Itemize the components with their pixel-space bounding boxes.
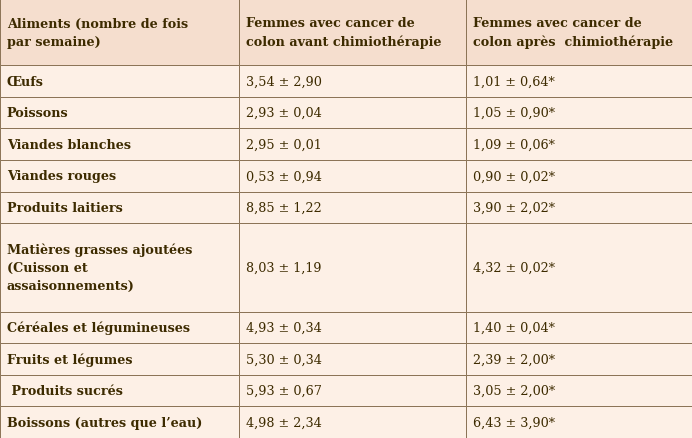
Text: 0,90 ± 0,02*: 0,90 ± 0,02*: [473, 170, 554, 183]
Text: 3,54 ± 2,90: 3,54 ± 2,90: [246, 75, 322, 88]
Text: 3,05 ± 2,00*: 3,05 ± 2,00*: [473, 384, 555, 397]
Text: Aliments (nombre de fois
par semaine): Aliments (nombre de fois par semaine): [7, 18, 188, 49]
Text: 4,93 ± 0,34: 4,93 ± 0,34: [246, 321, 321, 334]
Bar: [239, 129, 466, 161]
Bar: [466, 161, 692, 192]
Bar: [0, 0, 239, 66]
Bar: [239, 98, 466, 129]
Text: 8,03 ± 1,19: 8,03 ± 1,19: [246, 261, 321, 274]
Bar: [466, 224, 692, 312]
Bar: [466, 312, 692, 343]
Bar: [466, 129, 692, 161]
Text: Fruits et légumes: Fruits et légumes: [7, 353, 132, 366]
Bar: [0, 312, 239, 343]
Bar: [239, 343, 466, 375]
Bar: [466, 375, 692, 406]
Bar: [0, 224, 239, 312]
Text: Viandes blanches: Viandes blanches: [7, 138, 131, 152]
Text: Boissons (autres que l’eau): Boissons (autres que l’eau): [7, 416, 202, 429]
Text: 1,05 ± 0,90*: 1,05 ± 0,90*: [473, 107, 554, 120]
Bar: [239, 66, 466, 98]
Text: 2,93 ± 0,04: 2,93 ± 0,04: [246, 107, 321, 120]
Bar: [0, 129, 239, 161]
Text: Matières grasses ajoutées
(Cuisson et
assaisonnements): Matières grasses ajoutées (Cuisson et as…: [7, 243, 192, 293]
Text: 1,01 ± 0,64*: 1,01 ± 0,64*: [473, 75, 554, 88]
Text: 1,40 ± 0,04*: 1,40 ± 0,04*: [473, 321, 554, 334]
Text: Femmes avec cancer de
colon après  chimiothérapie: Femmes avec cancer de colon après chimio…: [473, 17, 673, 49]
Text: Produits sucrés: Produits sucrés: [7, 384, 122, 397]
Text: 5,93 ± 0,67: 5,93 ± 0,67: [246, 384, 322, 397]
Bar: [466, 0, 692, 66]
Text: 8,85 ± 1,22: 8,85 ± 1,22: [246, 201, 321, 215]
Bar: [239, 0, 466, 66]
Text: 2,95 ± 0,01: 2,95 ± 0,01: [246, 138, 321, 152]
Bar: [239, 192, 466, 224]
Bar: [239, 312, 466, 343]
Text: 1,09 ± 0,06*: 1,09 ± 0,06*: [473, 138, 554, 152]
Text: 4,98 ± 2,34: 4,98 ± 2,34: [246, 416, 321, 429]
Bar: [0, 192, 239, 224]
Bar: [0, 406, 239, 438]
Text: 6,43 ± 3,90*: 6,43 ± 3,90*: [473, 416, 554, 429]
Text: 3,90 ± 2,02*: 3,90 ± 2,02*: [473, 201, 554, 215]
Text: Produits laitiers: Produits laitiers: [7, 201, 122, 215]
Bar: [466, 98, 692, 129]
Bar: [0, 98, 239, 129]
Text: Poissons: Poissons: [7, 107, 69, 120]
Bar: [0, 66, 239, 98]
Text: Œufs: Œufs: [7, 75, 44, 88]
Bar: [466, 66, 692, 98]
Bar: [466, 406, 692, 438]
Text: 5,30 ± 0,34: 5,30 ± 0,34: [246, 353, 322, 366]
Text: 2,39 ± 2,00*: 2,39 ± 2,00*: [473, 353, 554, 366]
Text: 0,53 ± 0,94: 0,53 ± 0,94: [246, 170, 322, 183]
Bar: [0, 375, 239, 406]
Bar: [466, 192, 692, 224]
Text: Femmes avec cancer de
colon avant chimiothérapie: Femmes avec cancer de colon avant chimio…: [246, 17, 441, 49]
Bar: [0, 343, 239, 375]
Bar: [239, 375, 466, 406]
Bar: [0, 161, 239, 192]
Text: Céréales et légumineuses: Céréales et légumineuses: [7, 321, 190, 335]
Text: 4,32 ± 0,02*: 4,32 ± 0,02*: [473, 261, 554, 274]
Bar: [239, 224, 466, 312]
Bar: [239, 161, 466, 192]
Text: Viandes rouges: Viandes rouges: [7, 170, 116, 183]
Bar: [239, 406, 466, 438]
Bar: [466, 343, 692, 375]
